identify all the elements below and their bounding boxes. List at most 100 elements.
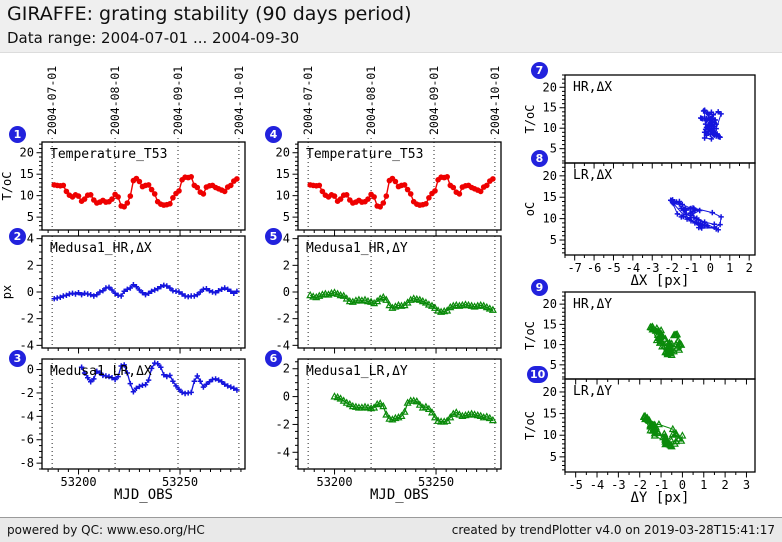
svg-text:10: 10 [543, 121, 557, 135]
svg-text:2004-08-01: 2004-08-01 [108, 66, 122, 135]
svg-text:T/oC: T/oC [523, 411, 537, 440]
svg-text:T/oC: T/oC [0, 172, 14, 201]
footer-created-by: created by trendPlotter v4.0 on 2019-03-… [451, 523, 775, 537]
svg-text:HR,ΔX: HR,ΔX [573, 80, 612, 95]
svg-text:-7: -7 [567, 261, 581, 275]
svg-text:10: 10 [543, 428, 557, 442]
svg-text:-2: -2 [664, 261, 678, 275]
svg-text:53250: 53250 [162, 475, 198, 489]
svg-text:2004-09-01: 2004-09-01 [171, 66, 185, 135]
svg-text:2004-08-01: 2004-08-01 [364, 66, 378, 135]
svg-text:2004-10-01: 2004-10-01 [488, 66, 502, 135]
svg-text:T/oC: T/oC [523, 105, 537, 134]
svg-text:2: 2 [283, 362, 290, 376]
plot-10-lr-dy-vs-temp: -5 -4 -3 -2 -1 0 1 2 3 5 10 15 20 T/oC ΔY [px] LR,ΔY [520, 378, 770, 519]
plot-2-medusa1-hr-dx: -4 -2 0 2 4 px Medusa1_HR,ΔX [0, 232, 250, 354]
footer-bar: powered by QC: www.eso.org/HC created by… [0, 517, 782, 542]
badge-4: 4 [265, 126, 282, 143]
svg-text:4: 4 [27, 232, 34, 246]
svg-text:px: px [0, 285, 14, 299]
svg-text:Medusa1_LR,ΔX: Medusa1_LR,ΔX [50, 364, 152, 379]
header-bar: GIRAFFE: grating stability (90 days peri… [0, 0, 782, 53]
svg-text:53200: 53200 [316, 475, 352, 489]
svg-text:-3: -3 [611, 478, 625, 492]
badge-8: 8 [531, 150, 548, 167]
svg-text:Medusa1_LR,ΔY: Medusa1_LR,ΔY [306, 364, 408, 379]
svg-text:20: 20 [543, 169, 557, 183]
svg-text:LR,ΔY: LR,ΔY [573, 384, 612, 399]
badge-2: 2 [9, 228, 26, 245]
plot-4-temperature-t53: 2004-07-01 2004-08-01 2004-09-01 2004-10-01… [256, 64, 506, 236]
svg-text:15: 15 [543, 190, 557, 204]
badge-1: 1 [9, 126, 26, 143]
svg-text:2: 2 [746, 261, 753, 275]
badge-9: 9 [531, 279, 548, 296]
plot-9-hr-dy-vs-temp: 5 10 15 20 T/oC HR,ΔY [520, 287, 770, 385]
svg-text:ΔX [px]: ΔX [px] [630, 273, 689, 289]
svg-text:-2: -2 [20, 386, 34, 400]
svg-text:LR,ΔX: LR,ΔX [573, 168, 612, 183]
badge-7: 7 [531, 62, 548, 79]
plot-8-lr-dx-vs-temp: -7 -6 -5 -4 -3 -2 -1 0 1 2 5 10 15 20 oC ΔX [px] LR,ΔX [520, 162, 770, 289]
svg-text:10: 10 [543, 212, 557, 226]
badge-6: 6 [265, 350, 282, 367]
svg-text:5: 5 [550, 142, 557, 156]
svg-text:5: 5 [550, 233, 557, 247]
svg-text:-8: -8 [20, 456, 34, 470]
plot-6-medusa1-lr-dy: 53200 53250 -4 -2 0 2 MJD_OBS Medusa1_LR,ΔY [256, 350, 506, 503]
svg-text:MJD_OBS: MJD_OBS [370, 487, 429, 503]
svg-text:0: 0 [27, 363, 34, 377]
svg-text:15: 15 [276, 167, 290, 181]
svg-text:-1: -1 [654, 478, 668, 492]
svg-text:1: 1 [726, 261, 733, 275]
svg-text:0: 0 [283, 390, 290, 404]
svg-text:0: 0 [679, 478, 686, 492]
svg-text:15: 15 [543, 101, 557, 115]
svg-text:0: 0 [707, 261, 714, 275]
svg-text:-4: -4 [20, 338, 34, 352]
svg-text:-6: -6 [20, 433, 34, 447]
svg-text:2: 2 [283, 258, 290, 272]
badge-3: 3 [9, 350, 26, 367]
svg-text:3: 3 [743, 478, 750, 492]
svg-text:53200: 53200 [60, 475, 96, 489]
svg-text:-4: -4 [590, 478, 604, 492]
svg-text:-4: -4 [276, 338, 290, 352]
page-title: GIRAFFE: grating stability (90 days peri… [7, 3, 412, 25]
page-subtitle: Data range: 2004-07-01 ... 2004-09-30 [7, 29, 300, 47]
svg-text:20: 20 [20, 146, 34, 160]
plot-7-hr-dx-vs-temp: 5 10 15 20 T/oC HR,ΔX [520, 70, 770, 169]
svg-text:4: 4 [283, 232, 290, 246]
svg-text:15: 15 [543, 407, 557, 421]
svg-text:15: 15 [20, 167, 34, 181]
badge-5: 5 [265, 228, 282, 245]
svg-text:10: 10 [20, 189, 34, 203]
svg-text:-5: -5 [568, 478, 582, 492]
svg-text:10: 10 [543, 338, 557, 352]
svg-text:20: 20 [543, 80, 557, 94]
svg-text:Temperature_T53: Temperature_T53 [50, 147, 167, 162]
svg-text:5: 5 [27, 210, 34, 224]
svg-text:-2: -2 [632, 478, 646, 492]
svg-text:0: 0 [283, 285, 290, 299]
svg-text:Medusa1_HR,ΔY: Medusa1_HR,ΔY [306, 241, 408, 256]
svg-text:-3: -3 [645, 261, 659, 275]
svg-text:-2: -2 [20, 312, 34, 326]
plot-5-medusa1-hr-dy: -4 -2 0 2 4 Medusa1_HR,ΔY [256, 232, 506, 354]
svg-text:2004-07-01: 2004-07-01 [301, 66, 315, 135]
svg-text:1: 1 [700, 478, 707, 492]
svg-text:-2: -2 [276, 417, 290, 431]
svg-text:5: 5 [550, 358, 557, 372]
plot-1-temperature-t53: 2004-07-01 2004-08-01 2004-09-01 2004-10-01… [0, 64, 250, 236]
svg-text:2: 2 [721, 478, 728, 492]
svg-text:2: 2 [27, 258, 34, 272]
svg-text:2004-09-01: 2004-09-01 [427, 66, 441, 135]
svg-text:20: 20 [543, 385, 557, 399]
svg-text:-1: -1 [684, 261, 698, 275]
svg-text:MJD_OBS: MJD_OBS [114, 487, 173, 503]
svg-text:-2: -2 [276, 312, 290, 326]
svg-text:5: 5 [283, 210, 290, 224]
svg-text:53250: 53250 [418, 475, 454, 489]
svg-text:-4: -4 [626, 261, 640, 275]
badge-10: 10 [527, 366, 549, 383]
